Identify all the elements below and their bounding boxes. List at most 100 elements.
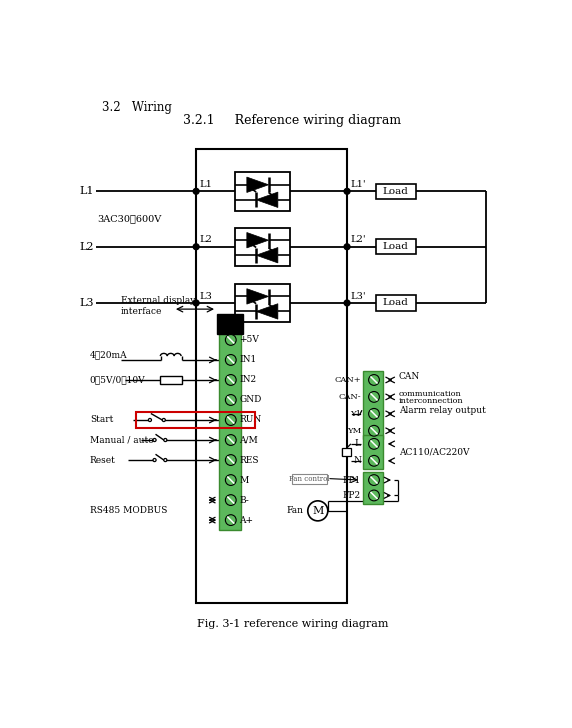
Text: L3: L3 xyxy=(79,298,94,308)
Circle shape xyxy=(225,395,236,405)
Text: Load: Load xyxy=(383,242,408,251)
Text: L: L xyxy=(355,440,361,448)
Polygon shape xyxy=(247,289,269,304)
Circle shape xyxy=(368,392,379,403)
Text: Load: Load xyxy=(383,298,408,307)
Text: Fan control: Fan control xyxy=(289,475,329,483)
Bar xyxy=(292,473,327,483)
Circle shape xyxy=(368,425,379,436)
Text: L2: L2 xyxy=(199,235,212,245)
Circle shape xyxy=(368,375,379,385)
Text: RUN: RUN xyxy=(239,416,261,424)
Text: Start: Start xyxy=(90,416,113,424)
Text: FP2: FP2 xyxy=(343,491,361,500)
Bar xyxy=(219,330,241,530)
Circle shape xyxy=(225,335,236,345)
Text: N: N xyxy=(353,456,361,465)
Circle shape xyxy=(368,475,379,486)
Text: M: M xyxy=(239,475,248,485)
Circle shape xyxy=(368,438,379,449)
Text: 0～5V/0～10V: 0～5V/0～10V xyxy=(90,376,145,384)
Circle shape xyxy=(225,415,236,425)
Text: Manual / auto: Manual / auto xyxy=(90,435,154,445)
Circle shape xyxy=(193,244,199,250)
Bar xyxy=(376,296,416,311)
Polygon shape xyxy=(247,232,269,248)
Polygon shape xyxy=(256,304,278,319)
Circle shape xyxy=(153,438,156,442)
Circle shape xyxy=(193,189,199,194)
Text: CAN-: CAN- xyxy=(338,393,361,401)
Text: 3.2   Wiring: 3.2 Wiring xyxy=(102,101,172,114)
Bar xyxy=(196,149,347,604)
Circle shape xyxy=(308,501,328,521)
Text: IN1: IN1 xyxy=(239,355,256,365)
Circle shape xyxy=(164,438,167,442)
Text: communication: communication xyxy=(399,390,462,398)
Polygon shape xyxy=(256,248,278,263)
Text: +5V: +5V xyxy=(239,336,259,344)
Text: L3': L3' xyxy=(350,292,366,301)
Text: Load: Load xyxy=(383,187,408,196)
Text: Fan: Fan xyxy=(287,507,304,515)
Text: L1: L1 xyxy=(79,186,94,197)
Circle shape xyxy=(225,495,236,505)
Text: Alarm relay output: Alarm relay output xyxy=(399,406,486,415)
Text: L3: L3 xyxy=(199,292,212,301)
Text: FP1: FP1 xyxy=(343,475,361,485)
Circle shape xyxy=(344,189,349,194)
Text: L2': L2' xyxy=(350,235,366,245)
Text: Reset: Reset xyxy=(90,456,116,464)
Bar xyxy=(235,172,290,210)
Circle shape xyxy=(225,375,236,385)
Text: RS485 MODBUS: RS485 MODBUS xyxy=(90,505,167,515)
Text: 3.2.1     Reference wiring diagram: 3.2.1 Reference wiring diagram xyxy=(183,114,402,127)
Text: L1': L1' xyxy=(350,180,366,189)
Text: L1: L1 xyxy=(199,180,212,189)
Circle shape xyxy=(193,300,199,306)
Bar xyxy=(363,371,383,439)
Text: A+: A+ xyxy=(239,515,253,525)
Bar xyxy=(363,435,383,470)
Circle shape xyxy=(162,419,165,422)
Text: RES: RES xyxy=(239,456,259,464)
Text: 3AC30～600V: 3AC30～600V xyxy=(98,215,162,223)
Text: M: M xyxy=(312,506,324,516)
Text: CAN: CAN xyxy=(399,372,420,381)
Circle shape xyxy=(344,300,349,306)
Text: Y1: Y1 xyxy=(350,410,361,418)
Circle shape xyxy=(225,515,236,526)
Circle shape xyxy=(153,459,156,462)
Text: CAN+: CAN+ xyxy=(334,376,361,384)
Bar xyxy=(363,472,383,504)
Text: L2: L2 xyxy=(79,242,94,252)
Bar xyxy=(341,448,351,456)
Text: GND: GND xyxy=(239,395,261,405)
Circle shape xyxy=(164,459,167,462)
Text: External display
interface: External display interface xyxy=(121,296,195,316)
Bar xyxy=(235,227,290,266)
Circle shape xyxy=(225,475,236,486)
Text: AC110/AC220V: AC110/AC220V xyxy=(399,448,469,457)
Polygon shape xyxy=(247,177,269,192)
Circle shape xyxy=(225,455,236,465)
Circle shape xyxy=(225,355,236,365)
Circle shape xyxy=(368,490,379,501)
Bar xyxy=(136,411,256,429)
Circle shape xyxy=(148,419,152,422)
Text: B-: B- xyxy=(239,496,249,505)
Bar xyxy=(217,314,243,333)
Text: YM: YM xyxy=(347,427,361,435)
Circle shape xyxy=(368,408,379,419)
Bar xyxy=(235,284,290,323)
Text: A/M: A/M xyxy=(239,435,258,445)
Circle shape xyxy=(368,456,379,466)
Text: interconnection: interconnection xyxy=(399,397,463,405)
Bar xyxy=(376,239,416,255)
Bar xyxy=(376,183,416,199)
Text: 4～20mA: 4～20mA xyxy=(90,350,128,359)
Bar xyxy=(160,376,181,384)
Text: IN2: IN2 xyxy=(239,376,256,384)
Polygon shape xyxy=(256,192,278,207)
Circle shape xyxy=(225,435,236,446)
